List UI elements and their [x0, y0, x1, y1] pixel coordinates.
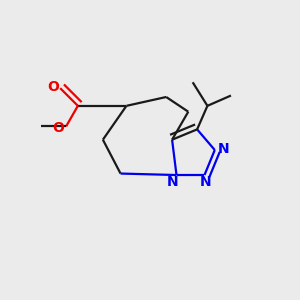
- Text: N: N: [218, 142, 230, 155]
- Text: N: N: [166, 176, 178, 189]
- Text: O: O: [47, 80, 59, 94]
- Text: N: N: [200, 176, 212, 189]
- Text: O: O: [52, 121, 64, 135]
